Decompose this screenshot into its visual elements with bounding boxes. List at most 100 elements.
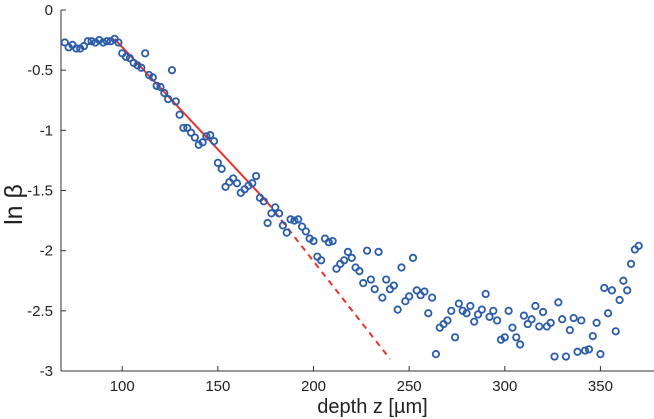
data-point xyxy=(79,41,89,51)
data-point xyxy=(397,263,406,272)
data-point xyxy=(523,319,532,329)
data-point xyxy=(558,315,567,324)
data-point xyxy=(121,52,131,62)
data-point xyxy=(454,299,463,308)
data-point xyxy=(607,286,617,295)
data-point xyxy=(623,286,632,295)
data-point xyxy=(565,325,574,335)
data-point xyxy=(370,285,379,294)
data-point xyxy=(527,315,536,324)
x-axis-ticks: 100 150 200 250 300 350 xyxy=(110,366,613,395)
data-point xyxy=(359,279,368,288)
y-axis-ticks: 0 -0.5 -1 -1.5 -2 -2.5 -3 xyxy=(27,2,66,380)
data-point xyxy=(171,97,180,106)
data-point xyxy=(470,317,479,326)
data-point xyxy=(286,215,295,224)
data-point xyxy=(152,81,161,90)
data-point xyxy=(588,332,597,341)
data-point xyxy=(447,306,456,315)
data-point xyxy=(500,333,509,342)
data-point xyxy=(577,316,586,325)
data-point xyxy=(248,179,257,188)
data-point xyxy=(160,88,169,98)
data-point xyxy=(424,309,433,318)
x-axis-label: depth z [µm] xyxy=(317,396,427,418)
data-point xyxy=(512,333,521,342)
data-point xyxy=(619,276,628,285)
y-tick-label: -0.5 xyxy=(27,62,53,79)
data-point xyxy=(141,49,150,58)
data-point xyxy=(584,345,594,354)
data-point xyxy=(186,128,196,137)
data-point xyxy=(508,323,517,332)
data-point xyxy=(72,44,81,53)
data-point xyxy=(550,352,559,361)
fit-line-extrapolated xyxy=(266,201,391,360)
data-point xyxy=(573,347,582,356)
data-point xyxy=(271,203,280,212)
data-point xyxy=(596,350,605,359)
data-point xyxy=(263,218,272,228)
data-point xyxy=(408,253,418,262)
data-point xyxy=(252,171,261,181)
data-point xyxy=(493,316,502,325)
data-point xyxy=(431,350,441,359)
data-point xyxy=(569,313,578,323)
data-point xyxy=(561,352,571,361)
data-point xyxy=(83,37,92,46)
data-point xyxy=(611,327,620,336)
data-point xyxy=(297,222,307,231)
data-point xyxy=(504,306,513,315)
data-point xyxy=(603,309,613,318)
x-tick-label: 350 xyxy=(588,378,613,395)
data-point xyxy=(581,346,590,355)
data-point xyxy=(87,37,96,46)
y-tick-label: -2 xyxy=(40,243,53,260)
data-point xyxy=(412,286,421,295)
data-point xyxy=(137,63,146,72)
data-point xyxy=(382,275,391,284)
data-point xyxy=(515,340,525,349)
data-point xyxy=(366,275,375,284)
x-tick-label: 100 xyxy=(110,378,135,395)
data-point xyxy=(125,54,134,63)
y-tick-label: -2.5 xyxy=(27,303,53,320)
data-point xyxy=(202,132,211,141)
x-tick-label: 300 xyxy=(492,378,517,395)
data-point xyxy=(462,309,471,318)
data-point xyxy=(328,236,337,246)
data-point xyxy=(420,287,429,296)
data-point xyxy=(301,227,310,236)
data-point xyxy=(374,247,383,256)
data-point xyxy=(198,138,207,147)
data-point xyxy=(485,312,494,321)
data-point xyxy=(114,38,123,47)
data-point xyxy=(294,215,303,224)
data-point xyxy=(213,158,222,167)
data-point xyxy=(267,209,276,218)
data-points xyxy=(60,34,643,361)
data-point xyxy=(183,123,192,133)
data-point xyxy=(60,38,69,47)
data-point xyxy=(473,310,483,319)
y-axis-label: ln β xyxy=(0,184,28,225)
data-point xyxy=(362,246,372,255)
data-point xyxy=(477,305,486,314)
data-point xyxy=(538,307,548,317)
data-point xyxy=(626,259,636,269)
data-point xyxy=(615,295,624,305)
x-tick-label: 150 xyxy=(205,378,230,395)
data-point xyxy=(317,256,326,265)
data-point xyxy=(554,298,563,307)
data-point xyxy=(167,66,177,75)
data-point xyxy=(148,73,157,82)
data-point xyxy=(519,311,529,320)
data-point xyxy=(389,281,398,290)
data-point xyxy=(259,197,268,206)
data-point xyxy=(332,264,341,273)
data-point xyxy=(347,253,356,262)
data-point xyxy=(229,174,238,183)
data-point xyxy=(221,182,230,191)
data-point xyxy=(179,123,188,133)
data-point xyxy=(340,256,349,265)
